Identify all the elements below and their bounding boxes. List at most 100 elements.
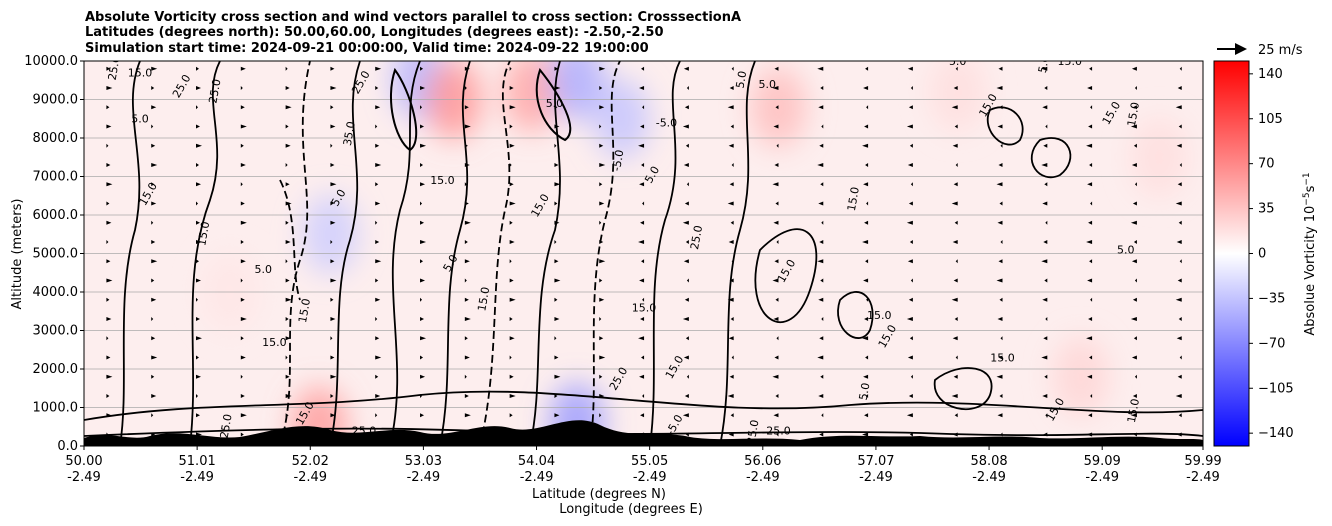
wind-vector bbox=[420, 105, 423, 110]
wind-vector bbox=[330, 143, 333, 148]
wind-vector bbox=[330, 297, 334, 302]
x-tick-label-lat: 50.00 bbox=[65, 454, 102, 469]
wind-vector bbox=[685, 336, 689, 341]
wind-vector bbox=[330, 105, 334, 110]
x-tick-label-lon: -2.49 bbox=[407, 470, 441, 485]
wind-vector bbox=[509, 374, 514, 379]
wind-vector bbox=[464, 316, 471, 321]
wind-vector bbox=[330, 239, 333, 244]
wind-vector bbox=[910, 182, 913, 187]
wind-vector bbox=[907, 162, 913, 167]
wind-vector bbox=[952, 143, 958, 148]
wind-vector bbox=[196, 336, 203, 341]
wind-vector bbox=[509, 201, 516, 206]
wind-vector bbox=[509, 413, 513, 418]
x-tick-label-lat: 56.06 bbox=[744, 454, 781, 469]
wind-vector bbox=[821, 220, 824, 225]
title-line-2: Latitudes (degrees north): 50.00,60.00, … bbox=[85, 25, 664, 40]
wind-vector bbox=[1134, 278, 1137, 283]
wind-vector bbox=[509, 66, 512, 71]
contour-label: -5.0 bbox=[656, 116, 677, 129]
colorbar-tick-label: −105 bbox=[1258, 381, 1294, 396]
wind-vector bbox=[1000, 143, 1003, 148]
wind-vector bbox=[599, 432, 604, 437]
wind-vector bbox=[464, 413, 471, 418]
wind-vector bbox=[420, 413, 425, 418]
wind-vector bbox=[554, 162, 559, 167]
wind-vector bbox=[776, 336, 779, 341]
x-tick-label-lat: 51.01 bbox=[179, 454, 216, 469]
wind-vector bbox=[682, 220, 689, 225]
wind-vector bbox=[1132, 105, 1137, 110]
wind-vector bbox=[1179, 259, 1182, 264]
wind-vector bbox=[1041, 66, 1048, 71]
wind-vector bbox=[997, 124, 1003, 129]
wind-vector bbox=[151, 182, 155, 187]
wind-vector bbox=[772, 182, 779, 187]
wind-vector bbox=[772, 374, 779, 379]
wind-vector bbox=[1045, 124, 1048, 129]
wind-vector bbox=[955, 355, 958, 360]
wind-vector bbox=[1177, 85, 1182, 90]
y-tick-label: 3000.0 bbox=[33, 324, 79, 339]
title-line-1: Absolute Vorticity cross section and win… bbox=[85, 10, 741, 25]
wind-vector bbox=[375, 355, 382, 360]
wind-vector bbox=[685, 239, 689, 244]
colorbar-tick-label: −70 bbox=[1258, 336, 1285, 351]
wind-vector bbox=[420, 85, 426, 90]
wind-vector bbox=[641, 162, 645, 167]
wind-vector bbox=[106, 336, 109, 341]
wind-vector bbox=[285, 85, 290, 90]
wind-vector bbox=[821, 316, 824, 321]
wind-vector bbox=[1089, 162, 1093, 167]
wind-vector bbox=[728, 432, 734, 437]
wind-vector bbox=[151, 259, 158, 264]
wind-vector bbox=[639, 278, 645, 283]
vorticity-blob bbox=[929, 61, 986, 132]
wind-vector bbox=[151, 393, 157, 398]
wind-vector bbox=[196, 297, 199, 302]
contour-label: 15.0 bbox=[262, 336, 287, 349]
wind-vector bbox=[554, 355, 559, 360]
y-tick-label: 5000.0 bbox=[33, 247, 79, 262]
wind-vector bbox=[1130, 124, 1137, 129]
wind-vector bbox=[285, 413, 289, 418]
wind-vector bbox=[907, 355, 913, 360]
wind-vector bbox=[1132, 201, 1137, 206]
wind-vector bbox=[727, 201, 734, 206]
colorbar-gradient bbox=[1213, 60, 1250, 447]
wind-vector bbox=[819, 432, 824, 437]
wind-vector bbox=[509, 220, 513, 225]
wind-vector bbox=[1045, 220, 1048, 225]
wind-vector bbox=[639, 182, 645, 187]
wind-vector bbox=[554, 297, 558, 302]
wind-vector bbox=[420, 374, 426, 379]
contour-label: 5.0 bbox=[759, 78, 777, 91]
wind-vector bbox=[240, 201, 245, 206]
x-axis: 50.00-2.4951.01-2.4952.02-2.4953.03-2.49… bbox=[65, 446, 1222, 485]
contour-label: 5.0 bbox=[949, 55, 967, 68]
wind-vector bbox=[375, 66, 382, 71]
wind-vector bbox=[196, 124, 201, 129]
wind-vector bbox=[864, 124, 869, 129]
contour-label: 15.0 bbox=[1125, 101, 1142, 127]
wind-vector bbox=[820, 374, 824, 379]
wind-vector bbox=[640, 413, 645, 418]
wind-vector bbox=[420, 201, 423, 206]
wind-vector bbox=[554, 393, 558, 398]
wind-vector bbox=[464, 124, 471, 129]
wind-vector bbox=[638, 239, 645, 244]
wind-vector bbox=[554, 105, 558, 110]
wind-vector bbox=[464, 220, 471, 225]
wind-vector bbox=[285, 105, 292, 110]
wind-vector bbox=[820, 278, 824, 283]
wind-vector bbox=[330, 220, 336, 225]
y-tick-label: 0.0 bbox=[57, 439, 78, 454]
wind-vector bbox=[910, 374, 913, 379]
y-tick-label: 8000.0 bbox=[33, 131, 79, 146]
wind-vector bbox=[953, 374, 958, 379]
wind-vector bbox=[775, 105, 779, 110]
x-tick-label-lon: -2.49 bbox=[520, 470, 554, 485]
wind-vector bbox=[330, 374, 337, 379]
x-tick-label-lat: 52.02 bbox=[292, 454, 329, 469]
